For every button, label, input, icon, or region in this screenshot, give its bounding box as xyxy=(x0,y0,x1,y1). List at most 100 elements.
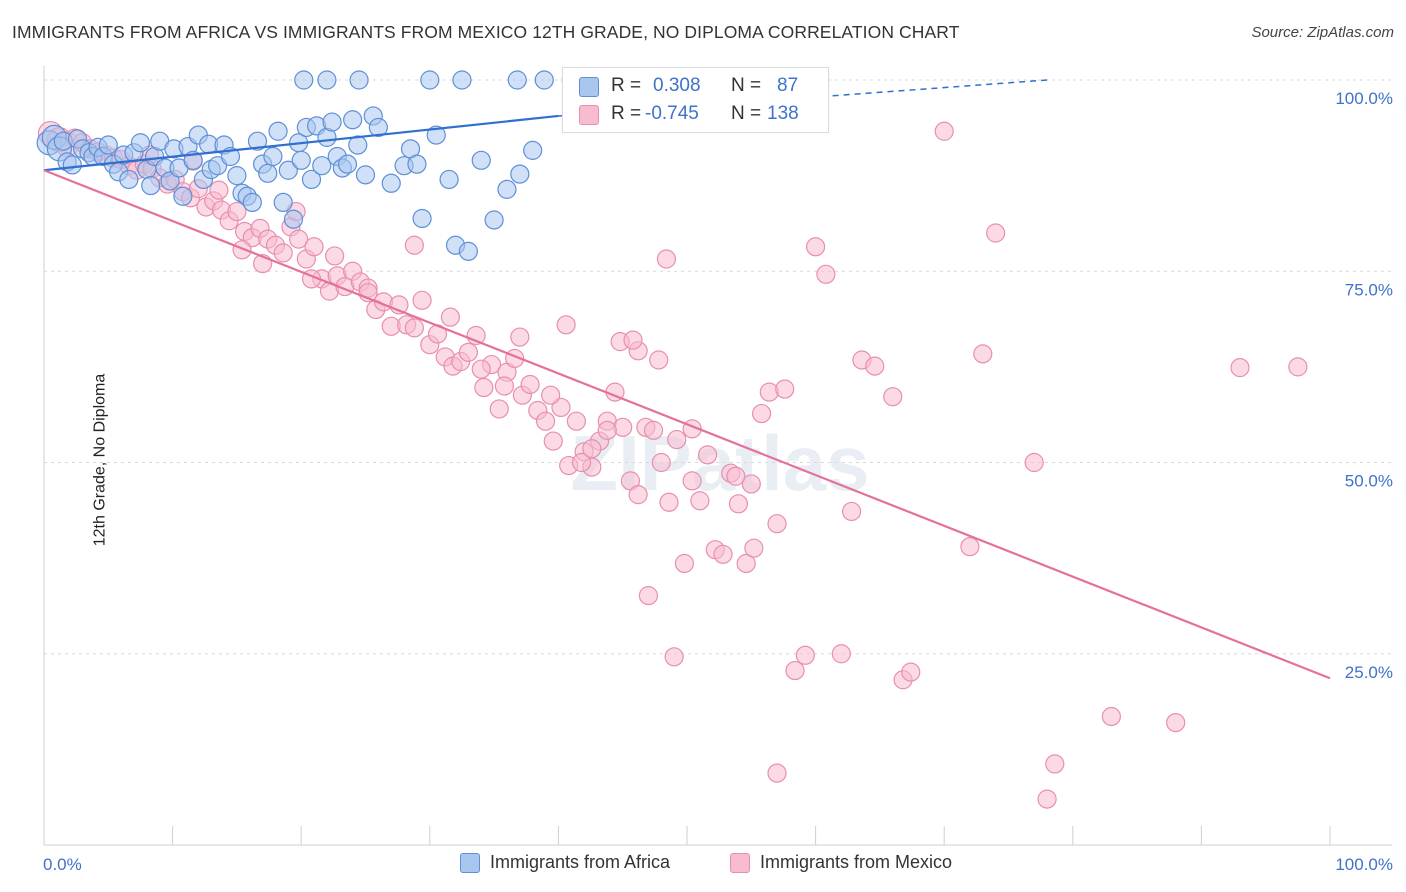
mexico-point xyxy=(751,403,772,424)
africa-point xyxy=(426,125,446,145)
legend-item-africa: Immigrants from Africa xyxy=(460,852,670,873)
africa-point xyxy=(173,186,193,206)
mexico-point xyxy=(582,439,602,459)
africa-point xyxy=(130,133,151,153)
mexico-point xyxy=(643,420,664,440)
africa-trend-line xyxy=(43,114,559,172)
stats-r-value: -0.745 xyxy=(645,103,699,124)
africa-point xyxy=(247,131,268,151)
africa-point xyxy=(294,70,314,90)
africa-point xyxy=(439,169,459,190)
mexico-point xyxy=(986,223,1006,243)
mexico-point xyxy=(649,350,669,370)
mexico-point xyxy=(232,240,252,260)
mexico-point xyxy=(697,445,718,465)
mexico-point xyxy=(1166,712,1186,733)
stats-row-africa: R = 0.308 N = 87 xyxy=(563,73,828,101)
stats-n-value: 138 xyxy=(767,103,799,124)
mexico-point xyxy=(816,264,836,284)
mexico-point xyxy=(767,763,787,783)
mexico-point xyxy=(934,121,954,141)
mexico-point xyxy=(973,344,993,364)
africa-point xyxy=(412,208,432,229)
africa-point xyxy=(534,70,554,90)
mexico-point xyxy=(273,243,293,263)
africa-point xyxy=(471,150,491,170)
mexico-point xyxy=(883,387,903,407)
stats-box: R = 0.308 N = 87 R = -0.745 N = 138 xyxy=(562,67,829,133)
africa-point xyxy=(141,175,161,196)
mexico-point xyxy=(623,330,643,350)
mexico-point xyxy=(209,180,229,200)
chart-source: Source: ZipAtlas.com xyxy=(1251,24,1394,41)
mexico-point xyxy=(597,420,617,440)
africa-point xyxy=(510,164,530,184)
africa-point xyxy=(458,241,478,261)
africa-point xyxy=(263,146,283,167)
mexico-point xyxy=(690,491,710,511)
mexico-point xyxy=(785,660,805,681)
mexico-point xyxy=(489,399,509,419)
mexico-point xyxy=(744,538,764,558)
y-tick-label: 75.0% xyxy=(1345,280,1393,299)
africa-point xyxy=(62,155,82,175)
mexico-point xyxy=(510,327,530,347)
stats-r-label: R = xyxy=(611,103,642,124)
mexico-point xyxy=(571,452,592,473)
africa-point xyxy=(227,166,247,186)
mexico-trend-line xyxy=(43,169,1331,680)
mexico-point xyxy=(656,249,677,269)
africa-point xyxy=(349,70,369,90)
mexico-point xyxy=(775,379,795,399)
mexico-point xyxy=(831,644,851,664)
mexico-point xyxy=(759,382,779,402)
africa-point xyxy=(98,135,118,155)
africa-point xyxy=(348,135,368,155)
mexico-point xyxy=(667,429,687,450)
mexico-point xyxy=(1037,789,1057,809)
africa-point xyxy=(258,163,278,183)
legend-label-africa: Immigrants from Africa xyxy=(490,852,671,872)
legend-swatch-africa xyxy=(460,852,480,873)
africa-point xyxy=(497,179,517,199)
mexico-point xyxy=(541,385,561,405)
mexico-point xyxy=(1024,452,1044,473)
africa-point xyxy=(337,154,358,174)
mexico-point xyxy=(613,417,633,437)
stats-n-value: 87 xyxy=(777,75,799,96)
africa-point xyxy=(242,192,262,212)
mexico-point xyxy=(289,229,309,249)
africa-point xyxy=(322,112,342,132)
mexico-point xyxy=(682,471,702,491)
mexico-point xyxy=(1045,754,1065,774)
africa-point xyxy=(119,169,139,190)
stats-n-label: N = xyxy=(731,75,762,96)
mexico-point xyxy=(535,411,556,431)
legend: Immigrants from Africa Immigrants from M… xyxy=(0,852,1406,878)
mexico-point xyxy=(1230,358,1250,378)
africa-point xyxy=(283,209,304,229)
x-tick-label: 0.0% xyxy=(43,855,82,874)
stats-r-label: R = xyxy=(611,75,642,96)
africa-point xyxy=(452,70,472,90)
africa-point xyxy=(301,169,322,190)
mexico-point xyxy=(960,537,980,557)
mexico-point xyxy=(412,290,432,310)
mexico-point xyxy=(842,501,862,522)
mexico-point xyxy=(566,411,587,431)
africa-point xyxy=(268,121,288,141)
mexico-point xyxy=(458,342,478,362)
mexico-point xyxy=(726,466,746,486)
x-tick-label: 100.0% xyxy=(1335,855,1393,874)
africa-point xyxy=(484,210,504,230)
chart-title: IMMIGRANTS FROM AFRICA VS IMMIGRANTS FRO… xyxy=(12,22,960,42)
africa-point xyxy=(160,171,180,191)
mexico-point xyxy=(651,452,671,473)
africa-point xyxy=(312,156,332,176)
mexico-point xyxy=(404,235,424,255)
mexico-point xyxy=(551,397,571,418)
mexico-point xyxy=(543,431,563,451)
mexico-point xyxy=(227,201,247,222)
mexico-point xyxy=(659,492,679,512)
